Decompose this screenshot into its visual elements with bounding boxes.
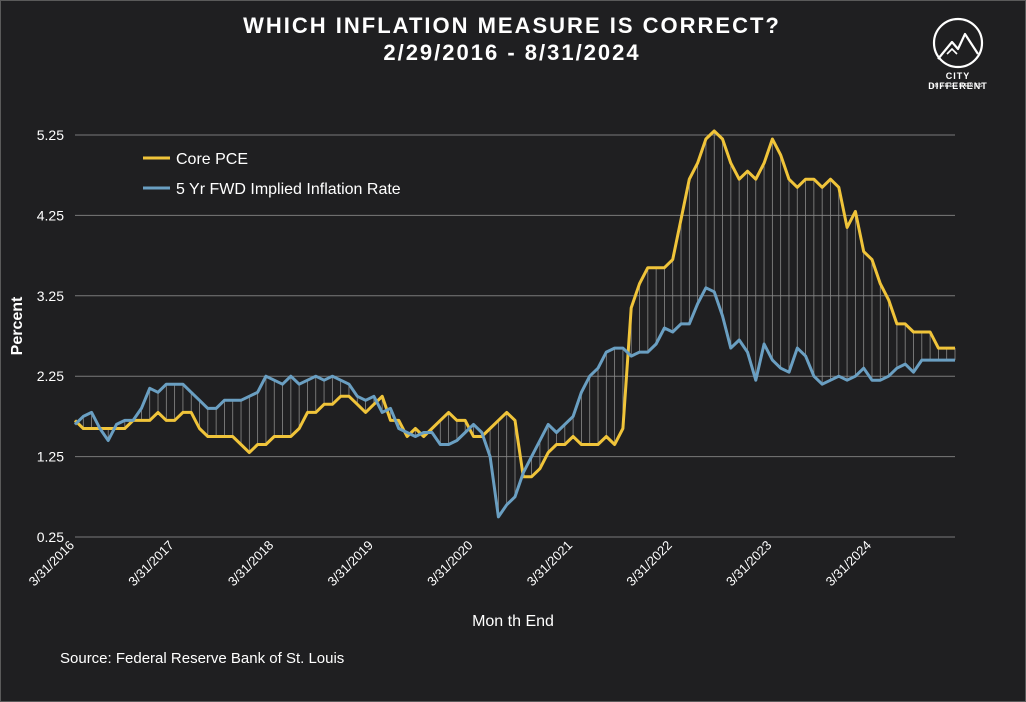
series-layer [73, 129, 955, 519]
y-axis-label: Percent [9, 296, 26, 355]
y-tick-label: 0.25 [37, 529, 64, 545]
x-tick-label: 3/31/2022 [623, 538, 675, 590]
y-tick-labels: 0.25 1.25 2.25 3.25 4.25 5.25 [37, 127, 64, 545]
x-tick-label: 3/31/2017 [125, 538, 177, 590]
x-tick-label: 3/31/2016 [26, 538, 78, 590]
x-axis-label: Mon th End [472, 613, 554, 630]
title-line-2: 2/29/2016 - 8/31/2024 [383, 40, 641, 65]
mountain-logo-icon [932, 17, 984, 69]
series-line-fwd-inflation [73, 286, 955, 519]
x-tick-label: 3/31/2024 [823, 538, 875, 590]
y-tick-label: 3.25 [37, 288, 64, 304]
x-tick-label: 3/31/2021 [524, 538, 576, 590]
logo-subtitle: INVESTMENTS [931, 83, 985, 89]
y-tick-label: 1.25 [37, 449, 64, 465]
difference-lines-layer [74, 130, 956, 517]
source-note: Source: Federal Reserve Bank of St. Loui… [60, 650, 345, 667]
x-tick-labels: 3/31/2016 3/31/2017 3/31/2018 3/31/2019 3/31… [26, 538, 874, 590]
x-tick-label: 3/31/2023 [723, 538, 775, 590]
x-tick-label: 3/31/2020 [424, 538, 476, 590]
y-tick-label: 5.25 [37, 127, 64, 143]
legend-label-core-pce: Core PCE [176, 151, 248, 168]
company-logo: CITY DIFFERENT INVESTMENTS [918, 16, 998, 92]
x-tick-label: 3/31/2019 [324, 538, 376, 590]
legend-label-fwd-inflation: 5 Yr FWD Implied Inflation Rate [176, 181, 401, 198]
y-tick-label: 2.25 [37, 368, 64, 384]
x-tick-label: 3/31/2018 [225, 538, 277, 590]
y-tick-label: 4.25 [37, 207, 64, 223]
legend: Core PCE 5 Yr FWD Implied Inflation Rate [143, 151, 401, 198]
logo-name: CITY DIFFERENT [928, 71, 988, 91]
title-line-1: WHICH INFLATION MEASURE IS CORRECT? [243, 13, 781, 38]
chart-title: WHICH INFLATION MEASURE IS CORRECT? 2/29… [0, 12, 1024, 66]
series-line-core-pce [73, 129, 955, 479]
